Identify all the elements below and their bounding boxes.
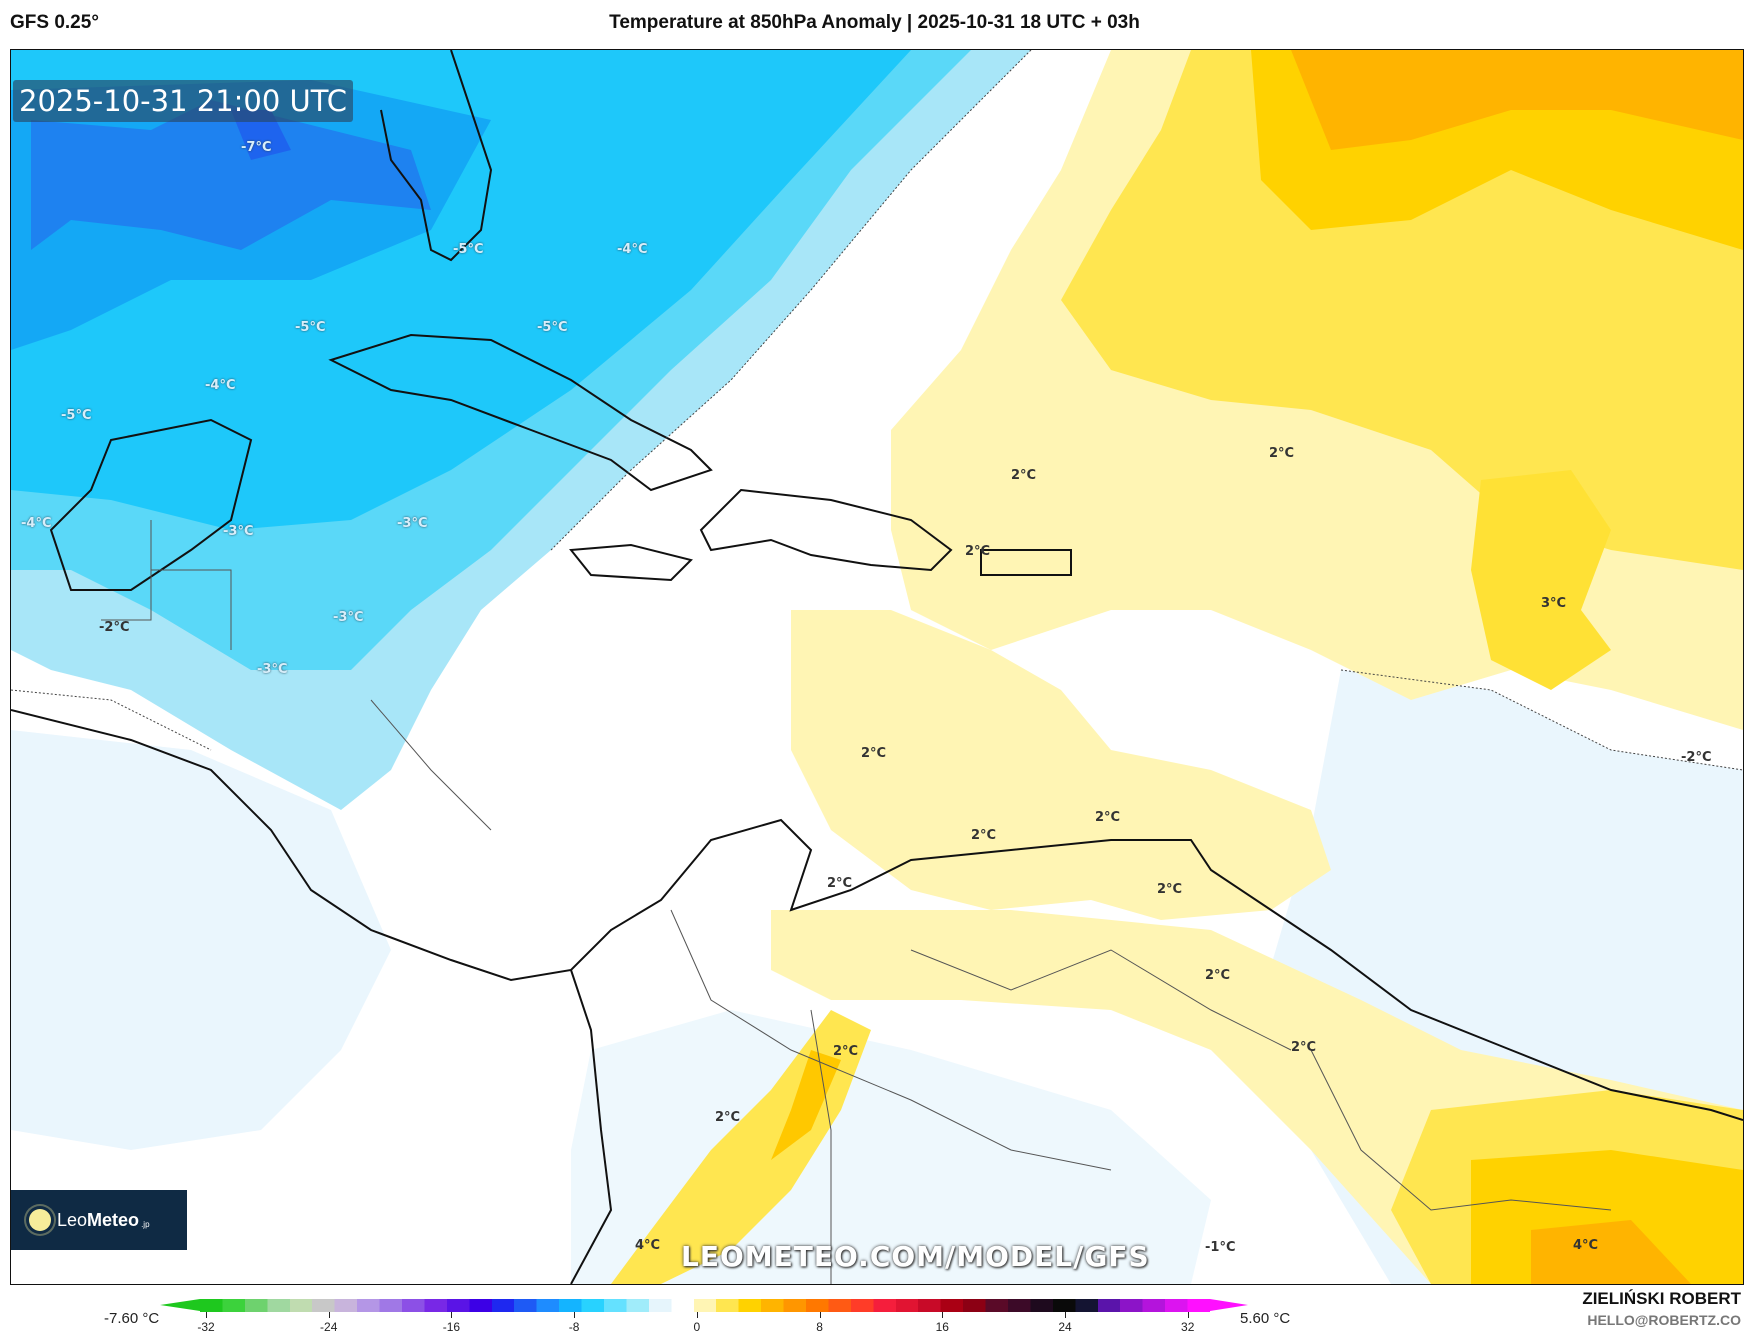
contour-label: 2°C xyxy=(1291,1040,1317,1055)
colorbar-min-arrow xyxy=(160,1299,200,1311)
colorbar-tick xyxy=(328,1312,330,1318)
colorbar-tick xyxy=(819,1312,821,1318)
logo-suffix: .jp xyxy=(141,1219,150,1229)
contour-label: -4°C xyxy=(205,378,236,393)
map-title: Temperature at 850hPa Anomaly | 2025-10-… xyxy=(609,12,1140,33)
colorbar-tick xyxy=(574,1312,576,1318)
contour-label: 3°C xyxy=(1541,596,1567,611)
contour-label: -7°C xyxy=(241,140,272,155)
colorbar-tick xyxy=(696,1312,698,1318)
contour-label: 2°C xyxy=(1095,810,1121,825)
leometeo-logo: Leo Meteo .jp xyxy=(11,1190,187,1250)
sun-icon xyxy=(29,1209,51,1231)
colorbar-min-value: -7.60 °C xyxy=(104,1310,160,1327)
colorbar-max-value: 5.60 °C xyxy=(1240,1310,1291,1327)
contour-label: 2°C xyxy=(965,544,991,559)
contour-label: -3°C xyxy=(333,610,364,625)
contour-label: -2°C xyxy=(99,620,130,635)
logo-text-light: Leo xyxy=(57,1209,88,1230)
author-credit: ZIELIŃSKI ROBERT HELLO@ROBERTZ.CO xyxy=(1582,1289,1741,1328)
contour-label: 2°C xyxy=(861,746,887,761)
colorbar-tick-label: -8 xyxy=(568,1320,580,1334)
author-name: ZIELIŃSKI ROBERT xyxy=(1582,1289,1741,1308)
colorbar-tick-label: -32 xyxy=(197,1320,215,1334)
contour-label: 2°C xyxy=(1157,882,1183,897)
contour-label: -5°C xyxy=(295,320,326,335)
colorbar-tick xyxy=(451,1312,453,1318)
map-field xyxy=(11,50,1743,1284)
colorbar: -7.60 °C -32 -24 -16 -8 0 8 16 24 32 5.60 °C ZIE… xyxy=(0,1283,1749,1338)
colorbar-max-arrow xyxy=(1210,1299,1248,1311)
author-email: HELLO@ROBERTZ.CO xyxy=(1587,1312,1741,1328)
colorbar-tick-label: 32 xyxy=(1181,1320,1195,1334)
colorbar-tick-label: 8 xyxy=(816,1320,823,1334)
contour-label: 2°C xyxy=(971,828,997,843)
logo-text-bold: Meteo xyxy=(87,1209,140,1230)
contour-label: -4°C xyxy=(617,242,648,257)
colorbar-tick-label: 16 xyxy=(935,1320,949,1334)
contour-label: 2°C xyxy=(1269,446,1295,461)
colorbar-tick-label: -16 xyxy=(442,1320,461,1334)
contour-label: 4°C xyxy=(635,1238,661,1253)
temperature-anomaly-map: 2025-10-31 21:00 UTC -7°C -5°C -4°C -5°C -5°… xyxy=(10,49,1744,1285)
valid-time-badge: 2025-10-31 21:00 UTC xyxy=(13,80,354,122)
colorbar-tick-label: 24 xyxy=(1058,1320,1072,1334)
colorbar-tick-label: 0 xyxy=(693,1320,701,1334)
contour-label: -3°C xyxy=(397,516,428,531)
contour-label: 2°C xyxy=(833,1044,859,1059)
contour-label: -5°C xyxy=(537,320,568,335)
colorbar-gradient xyxy=(200,1299,1210,1312)
contour-label: -3°C xyxy=(223,524,254,539)
contour-label: -1°C xyxy=(1205,1240,1236,1255)
colorbar-tick xyxy=(206,1312,207,1318)
contour-label: -2°C xyxy=(1681,750,1712,765)
contour-label: -5°C xyxy=(61,408,92,423)
contour-label: -4°C xyxy=(21,516,52,531)
contour-label: 2°C xyxy=(1011,468,1037,483)
colorbar-tick-label: -24 xyxy=(320,1320,338,1334)
colorbar-tick xyxy=(942,1312,944,1318)
contour-label: 2°C xyxy=(715,1110,741,1125)
contour-label: -5°C xyxy=(453,242,484,257)
contour-label: 4°C xyxy=(1573,1238,1599,1253)
contour-label: -3°C xyxy=(257,662,288,677)
contour-label: 2°C xyxy=(1205,968,1231,983)
colorbar-tick xyxy=(1065,1312,1066,1318)
watermark-url: LEOMETEO.COM/MODEL/GFS xyxy=(681,1240,1150,1273)
colorbar-tick xyxy=(1187,1312,1189,1318)
model-label: GFS 0.25° xyxy=(10,12,99,33)
contour-label: 2°C xyxy=(827,876,853,891)
